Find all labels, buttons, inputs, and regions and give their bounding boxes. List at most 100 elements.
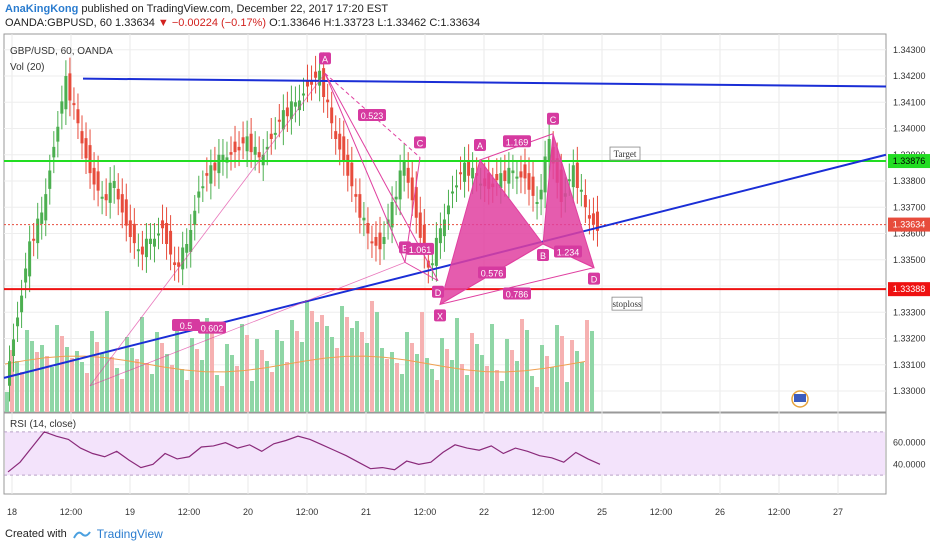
candle-body — [281, 110, 285, 130]
candle-body — [257, 152, 261, 158]
candle-body — [398, 170, 402, 200]
volume-bar — [35, 352, 39, 412]
tradingview-brand[interactable]: TradingView — [96, 527, 163, 541]
target-label-box — [609, 146, 641, 161]
volume-bar — [220, 386, 224, 412]
volume-bar — [70, 358, 74, 412]
pattern-point-c: C — [417, 138, 424, 148]
candle-body — [310, 81, 314, 85]
candle-body — [128, 220, 132, 237]
candle-body — [237, 146, 241, 151]
rsi-line — [7, 431, 601, 473]
candle-body — [346, 154, 350, 176]
chart-title: GBP/USD, 60, OANDA — [10, 46, 113, 57]
candle-body — [293, 102, 297, 107]
volume-bar — [20, 372, 24, 412]
volume-bar — [415, 354, 419, 412]
price-tag-label: 1.33876 — [893, 156, 926, 166]
price-chart[interactable]: 1.343001.342001.341001.340001.339001.338… — [0, 32, 932, 524]
ratio-box — [406, 242, 434, 255]
candle-body — [587, 215, 591, 219]
candle-body — [92, 167, 96, 185]
flag-icon — [794, 394, 806, 402]
ratio-box — [478, 266, 506, 279]
candle-body — [88, 145, 92, 174]
time-tick-label: 12:00 — [178, 507, 201, 517]
ratio-label: 1.169 — [506, 137, 529, 147]
price-tick-label: 1.34100 — [893, 97, 926, 107]
volume-bar — [315, 322, 319, 412]
candle-body — [112, 181, 116, 188]
candle-body — [523, 164, 527, 179]
candle-body — [161, 220, 165, 229]
volume-bar — [530, 376, 534, 412]
candle-body — [366, 223, 370, 234]
candle-body — [434, 237, 438, 266]
candle-body — [12, 339, 16, 356]
candle-body — [507, 167, 511, 184]
volume-bar — [520, 319, 524, 412]
candle-body — [225, 157, 229, 163]
candle-body — [543, 156, 547, 193]
volume-bar — [500, 381, 504, 412]
author-link[interactable]: AnaKingKong — [5, 3, 79, 15]
volume-bar — [445, 349, 449, 412]
volume-bar — [475, 344, 479, 412]
candle-body — [40, 212, 44, 224]
candle-body — [120, 194, 124, 213]
candle-body — [467, 160, 471, 176]
volume-bar — [155, 332, 159, 412]
volume-bar — [260, 350, 264, 412]
volume-bar — [235, 366, 239, 412]
volume-bar — [460, 364, 464, 412]
candle-body — [426, 260, 430, 268]
created-with-label: Created with — [5, 528, 67, 540]
volume-bar — [390, 352, 394, 412]
candle-body — [334, 131, 338, 139]
pattern-point-box — [547, 112, 559, 125]
volume-bar — [25, 330, 29, 412]
candle-body — [390, 202, 394, 228]
pattern-leg — [324, 73, 406, 263]
ohlc-values: O:1.33646 H:1.33723 L:1.33462 C:1.33634 — [269, 17, 481, 29]
ratio-label: 0.5 — [180, 321, 193, 331]
pattern-point-x: X — [437, 311, 443, 321]
pattern-point-box — [434, 309, 446, 322]
candle-body — [362, 217, 366, 221]
candle-body — [20, 295, 24, 313]
publish-line: AnaKingKong published on TradingView.com… — [5, 3, 388, 15]
candle-body — [221, 154, 225, 160]
price-tick-label: 1.34200 — [893, 71, 926, 81]
volume-bar — [340, 306, 344, 412]
target-label: Target — [614, 149, 637, 159]
volume-bar — [570, 340, 574, 412]
price-tick-label: 1.33000 — [893, 386, 926, 396]
candle-body — [422, 224, 426, 253]
pattern-point-box — [319, 52, 331, 65]
pattern-point-box — [537, 249, 549, 261]
symbol-label: OANDA:GBPUSD, 60 — [5, 17, 112, 29]
upper-trendline — [82, 77, 887, 88]
volume-bar — [160, 343, 164, 412]
candle-body — [430, 263, 434, 266]
candle-body — [32, 238, 36, 241]
candle-body — [527, 173, 531, 190]
time-tick-label: 12:00 — [650, 507, 673, 517]
candle-body — [144, 238, 148, 258]
volume-bar — [455, 318, 459, 412]
time-tick-label: 19 — [125, 507, 135, 517]
volume-bar — [365, 343, 369, 412]
candle-body — [285, 107, 289, 117]
volume-bar — [535, 387, 539, 412]
candle-body — [261, 154, 265, 166]
ratio-box — [503, 135, 531, 148]
volume-bar — [75, 351, 79, 412]
candle-body — [503, 170, 507, 181]
stoploss-label: stoploss — [612, 299, 642, 309]
time-tick-label: 26 — [715, 507, 725, 517]
candle-body — [72, 103, 76, 106]
time-tick-label: 27 — [833, 507, 843, 517]
rsi-label: RSI (14, close) — [10, 419, 76, 430]
volume-bar — [450, 360, 454, 412]
volume-bar — [140, 317, 144, 412]
